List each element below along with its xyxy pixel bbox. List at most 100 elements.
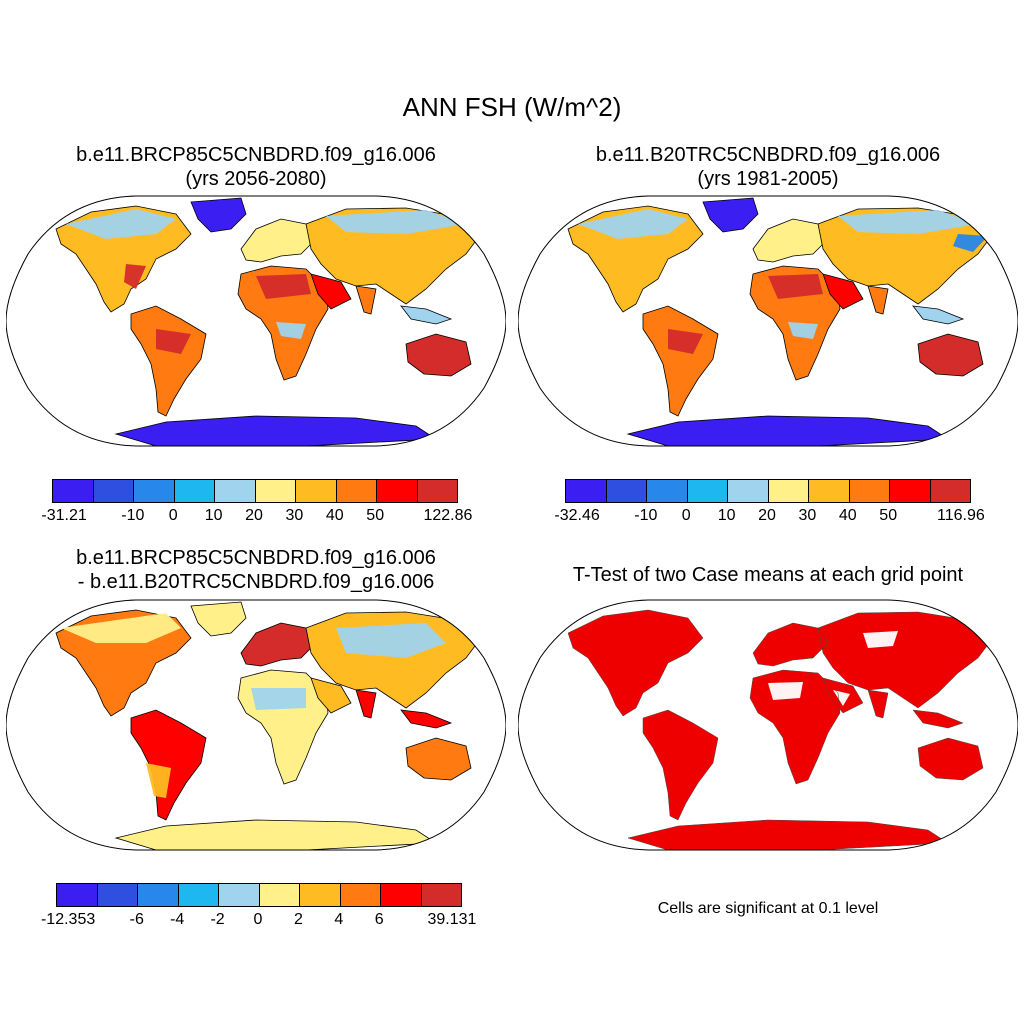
field-patch [863, 631, 898, 648]
colorbar-swatch [300, 884, 341, 906]
colorbar-swatch [768, 480, 809, 502]
landmass-india [868, 690, 888, 718]
map-border [6, 195, 506, 447]
landmass-asia [818, 612, 993, 708]
field-patch [251, 688, 306, 710]
colorbar-tick-label: 2 [293, 911, 303, 928]
colorbar-tick-label: 30 [798, 507, 817, 524]
landmass-greenland [702, 197, 759, 233]
colorbar-tick-label: 40 [325, 507, 344, 524]
field-patch [668, 329, 703, 354]
coastline-aus [917, 737, 984, 781]
landmass-sa [643, 710, 718, 820]
field-patch [953, 234, 988, 252]
significance-note: Cells are significant at 0.1 level [657, 900, 879, 917]
colorbar-swatch [381, 884, 422, 906]
colorbar-tick-label: 20 [245, 507, 263, 524]
landmass-aus [918, 738, 983, 780]
coastline-afr [749, 669, 841, 785]
colorbar-swatch [259, 884, 300, 906]
landmass-aus [405, 737, 472, 781]
colorbar-tick-label: 0 [253, 911, 263, 928]
colorbar-swatch [809, 480, 850, 502]
field-patch [124, 264, 146, 289]
colorbar-tick-label: 40 [838, 507, 857, 524]
field-patch [146, 763, 171, 798]
landmass-greenland [190, 601, 247, 637]
landmass-eur [240, 622, 317, 667]
panel2-title-line2: (yrs 1981-2005) [697, 168, 839, 190]
landmass-arab [822, 273, 864, 310]
landmass-sea [400, 709, 453, 729]
panel3-title: b.e11.BRCP85C5CNBDRD.f09_g16.006 - b.e11… [0, 546, 512, 594]
map-panel-future [6, 195, 506, 447]
landmass-greenland [703, 602, 758, 636]
colorbar-swatch [296, 480, 337, 502]
panel3-title-line1: b.e11.BRCP85C5CNBDRD.f09_g16.006 [76, 547, 436, 569]
coastline-eur [752, 622, 829, 667]
colorbar-swatch [255, 480, 296, 502]
map-panel-difference [6, 599, 506, 851]
colorbar-historical [565, 479, 971, 503]
landmass-ant [628, 820, 948, 850]
colorbar-tick-label: -2 [210, 911, 225, 928]
landmass-sea [912, 305, 965, 325]
colorbar-difference [56, 883, 462, 907]
map-border [518, 195, 1018, 447]
colorbar-tick-label: 116.96 [937, 507, 985, 524]
colorbar-swatch [728, 480, 769, 502]
colorbar-swatch [890, 480, 931, 502]
landmass-india [355, 689, 377, 719]
landmass-na [568, 610, 703, 716]
colorbar-tick-label: 39.131 [427, 911, 477, 928]
colorbar-swatch [421, 884, 461, 906]
colorbar-tick-label: 10 [717, 507, 736, 524]
colorbar-tick-label: -10 [121, 507, 145, 524]
map-border [518, 599, 1018, 851]
colorbar-swatch [178, 884, 219, 906]
colorbar-tick-label: -6 [129, 911, 144, 928]
coastline-na [567, 609, 704, 717]
map-panel-historical [518, 195, 1018, 447]
colorbar-swatch [138, 884, 179, 906]
colorbar-tick-label: -10 [634, 507, 658, 524]
landmass-aus [917, 333, 984, 377]
colorbar-tick-label: 10 [204, 507, 223, 524]
panel2-title-line1: b.e11.B20TRC5CNBDRD.f09_g16.006 [595, 144, 941, 166]
colorbar-swatch [340, 884, 381, 906]
colorbar-tick-label: 0 [168, 507, 178, 524]
colorbar-tick-label: 20 [758, 507, 776, 524]
landmass-ant [626, 415, 950, 446]
main-title: ANN FSH (W/m^2) [402, 92, 622, 122]
colorbar-tick-label: 122.86 [423, 507, 473, 524]
field-patch [768, 274, 823, 299]
colorbar-swatch [215, 480, 256, 502]
colorbar-swatch [417, 480, 457, 502]
coastline-sa [642, 709, 719, 821]
field-patch [66, 209, 176, 239]
landmass-sea [400, 305, 453, 325]
panel1-title-line2: (yrs 2056-2080) [185, 168, 327, 190]
colorbar-tick-label: -4 [170, 911, 185, 928]
panel3-title-line2: - b.e11.B20TRC5CNBDRD.f09_g16.006 [77, 571, 435, 593]
map-border [6, 599, 506, 851]
field-patch [788, 322, 818, 339]
coastline-sea [912, 709, 964, 729]
colorbar-swatch [606, 480, 647, 502]
colorbar-tick-label: 50 [879, 507, 898, 524]
landmass-eur [753, 623, 828, 666]
coastline-india [867, 689, 889, 719]
colorbar-swatch [97, 884, 138, 906]
map-panel-ttest [518, 599, 1018, 851]
colorbar-swatch [219, 884, 260, 906]
landmass-greenland [190, 197, 247, 233]
coastline-arab [822, 677, 864, 714]
colorbar-tick-label: 6 [374, 911, 384, 928]
field-patch [768, 682, 803, 700]
colorbar-swatch [336, 480, 377, 502]
colorbar-swatch [687, 480, 728, 502]
landmass-eur [752, 218, 829, 263]
colorbar-swatch [566, 480, 607, 502]
landmass-ant [114, 819, 438, 850]
coastline-ant [627, 819, 949, 850]
